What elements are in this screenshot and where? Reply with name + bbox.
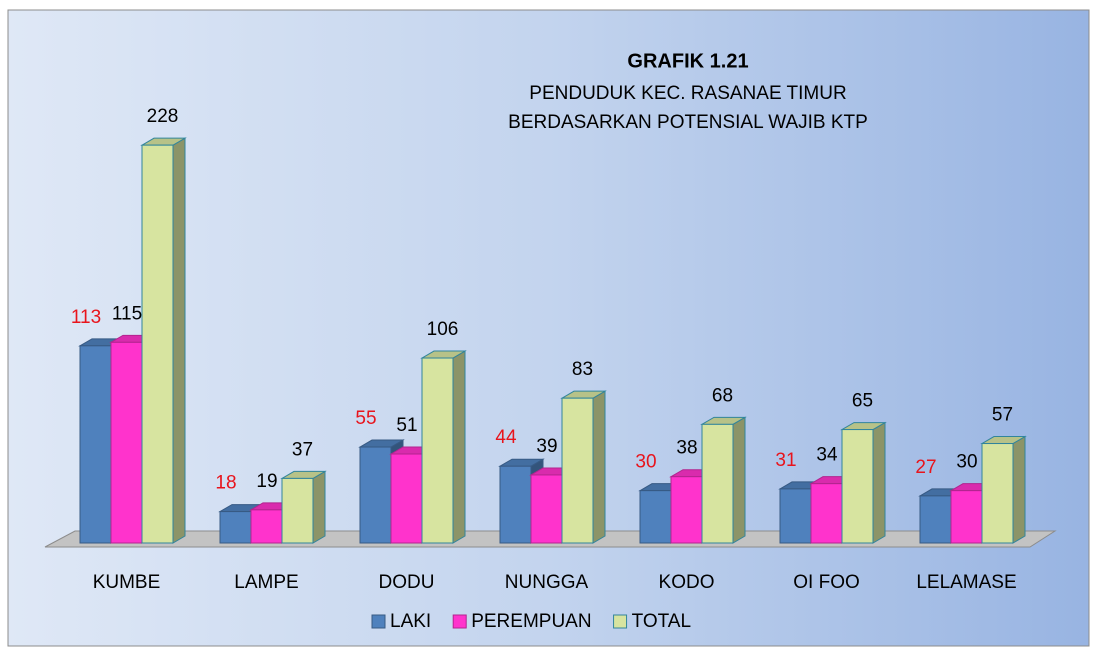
x-tick-label: KUMBE [93,572,161,593]
data-label: 115 [112,303,142,324]
bar-side [172,137,186,544]
data-label: 38 [676,438,697,459]
bar-side [732,416,746,544]
data-label: 51 [396,415,417,436]
bar-side [872,421,886,544]
x-tick-label: NUNGGA [505,572,589,593]
data-label: 37 [292,439,313,460]
bar-side [1012,435,1026,544]
bar [701,423,734,544]
bar [639,490,672,544]
chart-subtitle: BERDASARKAN POTENSIAL WAJIB KTP [508,112,868,133]
legend-swatch [613,614,628,629]
data-label: 30 [956,452,977,473]
data-label: 57 [992,405,1013,426]
chart-subtitle: PENDUDUK KEC. RASANAE TIMUR [529,83,846,104]
bar [219,511,252,544]
bar [499,465,532,544]
x-tick-label: DODU [379,572,435,593]
data-label: 83 [572,359,593,380]
bar-side [452,350,466,544]
bar [390,453,423,544]
bar [950,490,983,544]
bar [141,144,174,544]
bar [530,474,563,544]
bar [810,483,843,544]
data-label: 106 [427,319,459,340]
legend-label: TOTAL [632,611,691,632]
bar [110,341,143,544]
bar [841,429,874,544]
chart-title: GRAFIK 1.21 [627,50,748,72]
bar [281,477,314,544]
bar [250,509,283,544]
bar [79,345,112,544]
bar [670,476,703,544]
data-label: 18 [215,473,236,494]
data-label: 228 [147,106,179,127]
x-tick-label: LAMPE [234,572,298,593]
bar [919,495,952,544]
x-tick-label: LELAMASE [916,572,1016,593]
legend-swatch [452,614,467,629]
data-label: 113 [71,307,101,328]
data-label: 55 [355,408,376,429]
data-label: 34 [816,445,838,466]
bar-side [592,390,606,544]
data-label: 39 [536,436,557,457]
bar-side [312,470,326,544]
x-tick-label: OI FOO [793,572,860,593]
legend-label: LAKI [390,611,431,632]
x-tick-label: KODO [659,572,715,593]
data-label: 44 [495,427,517,448]
bar [561,397,594,544]
bar [359,446,392,544]
data-label: 30 [635,452,656,473]
data-label: 19 [256,471,277,492]
legend-label: PEREMPUAN [471,611,591,632]
data-label: 65 [852,391,873,412]
bar [779,488,812,544]
data-label: 68 [712,385,733,406]
legend-swatch [371,614,386,629]
bar [421,357,454,544]
data-label: 31 [775,450,796,471]
bar [981,443,1014,544]
data-label: 27 [915,457,936,478]
